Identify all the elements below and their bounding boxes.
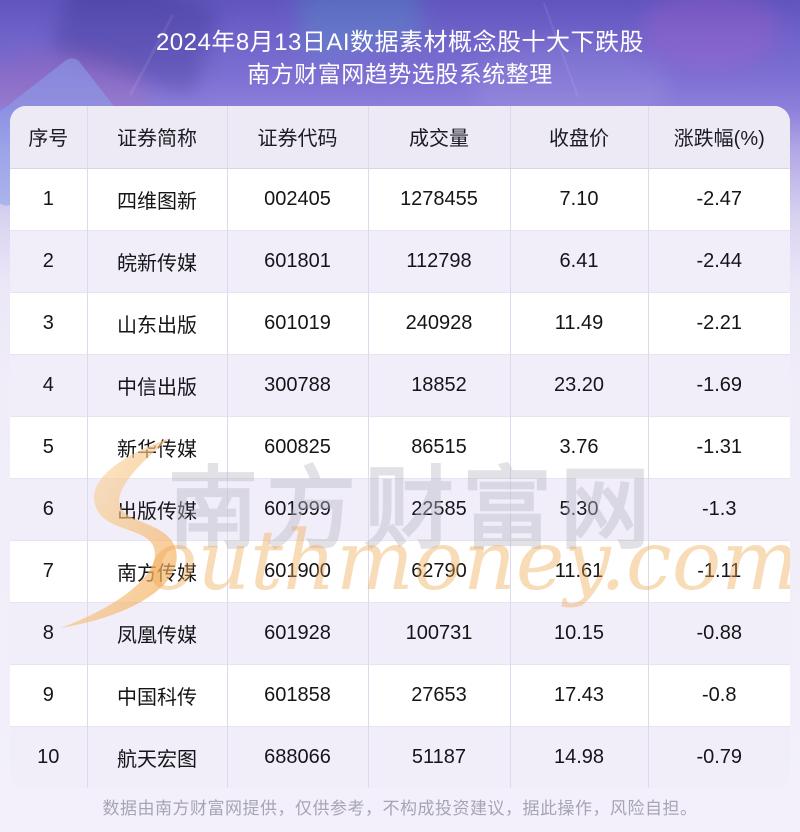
cell-change: -0.79 bbox=[648, 726, 790, 788]
header-change: 涨跌幅(%) bbox=[648, 106, 790, 169]
table-header-row: 序号 证券简称 证券代码 成交量 收盘价 涨跌幅(%) bbox=[10, 106, 790, 169]
cell-volume: 22585 bbox=[368, 478, 511, 540]
cell-volume: 86515 bbox=[368, 416, 511, 478]
table-body: 1 四维图新 002405 1278455 7.10 -2.47 2 皖新传媒 601801 11… bbox=[10, 168, 790, 788]
cell-index: 6 bbox=[10, 478, 88, 540]
table-row: 5 新华传媒 600825 86515 3.76 -1.31 bbox=[10, 416, 790, 478]
cell-code: 601019 bbox=[227, 292, 369, 354]
cell-close: 7.10 bbox=[510, 168, 649, 230]
table-row: 2 皖新传媒 601801 112798 6.41 -2.44 bbox=[10, 230, 790, 292]
cell-close: 11.61 bbox=[510, 540, 649, 602]
cell-code: 002405 bbox=[227, 168, 369, 230]
cell-index: 10 bbox=[10, 726, 88, 788]
cell-change: -1.69 bbox=[648, 354, 790, 416]
cell-code: 601928 bbox=[227, 602, 369, 664]
cell-close: 3.76 bbox=[510, 416, 649, 478]
banner-collage-blob bbox=[470, 40, 670, 106]
cell-index: 8 bbox=[10, 602, 88, 664]
cell-close: 6.41 bbox=[510, 230, 649, 292]
page-title: 2024年8月13日AI数据素材概念股十大下跌股 南方财富网趋势选股系统整理 bbox=[0, 0, 800, 100]
cell-index: 3 bbox=[10, 292, 88, 354]
header-code: 证券代码 bbox=[227, 106, 369, 169]
cell-index: 7 bbox=[10, 540, 88, 602]
table-row: 10 航天宏图 688066 51187 14.98 -0.79 bbox=[10, 726, 790, 788]
cell-index: 1 bbox=[10, 168, 88, 230]
header-index: 序号 bbox=[10, 106, 88, 169]
cell-close: 17.43 bbox=[510, 664, 649, 726]
cell-volume: 1278455 bbox=[368, 168, 511, 230]
cell-name: 凤凰传媒 bbox=[87, 602, 228, 664]
cell-code: 601900 bbox=[227, 540, 369, 602]
table-row: 9 中国科传 601858 27653 17.43 -0.8 bbox=[10, 664, 790, 726]
cell-close: 11.49 bbox=[510, 292, 649, 354]
table-row: 4 中信出版 300788 18852 23.20 -1.69 bbox=[10, 354, 790, 416]
header-close: 收盘价 bbox=[510, 106, 649, 169]
title-line-2: 南方财富网趋势选股系统整理 bbox=[247, 61, 553, 87]
table-row: 6 出版传媒 601999 22585 5.30 -1.3 bbox=[10, 478, 790, 540]
cell-change: -2.44 bbox=[648, 230, 790, 292]
cell-close: 14.98 bbox=[510, 726, 649, 788]
header-name: 证券简称 bbox=[87, 106, 228, 169]
cell-volume: 51187 bbox=[368, 726, 511, 788]
cell-change: -1.11 bbox=[648, 540, 790, 602]
cell-change: -1.31 bbox=[648, 416, 790, 478]
cell-name: 南方传媒 bbox=[87, 540, 228, 602]
cell-name: 皖新传媒 bbox=[87, 230, 228, 292]
cell-index: 9 bbox=[10, 664, 88, 726]
cell-name: 四维图新 bbox=[87, 168, 228, 230]
table-header: 序号 证券简称 证券代码 成交量 收盘价 涨跌幅(%) bbox=[10, 106, 790, 169]
cell-name: 山东出版 bbox=[87, 292, 228, 354]
cell-change: -2.47 bbox=[648, 168, 790, 230]
cell-name: 航天宏图 bbox=[87, 726, 228, 788]
cell-change: -1.3 bbox=[648, 478, 790, 540]
cell-index: 2 bbox=[10, 230, 88, 292]
cell-volume: 112798 bbox=[368, 230, 511, 292]
title-line-1: 2024年8月13日AI数据素材概念股十大下跌股 bbox=[155, 29, 645, 56]
cell-name: 中信出版 bbox=[87, 354, 228, 416]
cell-close: 23.20 bbox=[510, 354, 649, 416]
cell-volume: 62790 bbox=[368, 540, 511, 602]
header-volume: 成交量 bbox=[368, 106, 511, 169]
cell-code: 601999 bbox=[227, 478, 369, 540]
cell-code: 601858 bbox=[227, 664, 369, 726]
stock-table: 序号 证券简称 证券代码 成交量 收盘价 涨跌幅(%) 1 四维图新 002405 127845… bbox=[10, 106, 790, 788]
disclaimer-text: 数据由南方财富网提供，仅供参考，不构成投资建议，据此操作，风险自担。 bbox=[102, 799, 698, 818]
cell-name: 出版传媒 bbox=[87, 478, 228, 540]
top-banner bbox=[0, 0, 800, 106]
cell-code: 601801 bbox=[227, 230, 369, 292]
cell-name: 新华传媒 bbox=[87, 416, 228, 478]
table-row: 1 四维图新 002405 1278455 7.10 -2.47 bbox=[10, 168, 790, 230]
cell-volume: 240928 bbox=[368, 292, 511, 354]
cell-close: 5.30 bbox=[510, 478, 649, 540]
cell-code: 600825 bbox=[227, 416, 369, 478]
cell-name: 中国科传 bbox=[87, 664, 228, 726]
cell-volume: 18852 bbox=[368, 354, 511, 416]
cell-change: -2.21 bbox=[648, 292, 790, 354]
cell-change: -0.8 bbox=[648, 664, 790, 726]
cell-volume: 27653 bbox=[368, 664, 511, 726]
cell-code: 688066 bbox=[227, 726, 369, 788]
cell-index: 5 bbox=[10, 416, 88, 478]
cell-volume: 100731 bbox=[368, 602, 511, 664]
cell-close: 10.15 bbox=[510, 602, 649, 664]
stock-table-card: 序号 证券简称 证券代码 成交量 收盘价 涨跌幅(%) 1 四维图新 002405 127845… bbox=[10, 106, 790, 788]
table-row: 7 南方传媒 601900 62790 11.61 -1.11 bbox=[10, 540, 790, 602]
cell-change: -0.88 bbox=[648, 602, 790, 664]
cell-index: 4 bbox=[10, 354, 88, 416]
table-row: 8 凤凰传媒 601928 100731 10.15 -0.88 bbox=[10, 602, 790, 664]
banner-collage-blob bbox=[640, 0, 780, 70]
table-row: 3 山东出版 601019 240928 11.49 -2.21 bbox=[10, 292, 790, 354]
cell-code: 300788 bbox=[227, 354, 369, 416]
